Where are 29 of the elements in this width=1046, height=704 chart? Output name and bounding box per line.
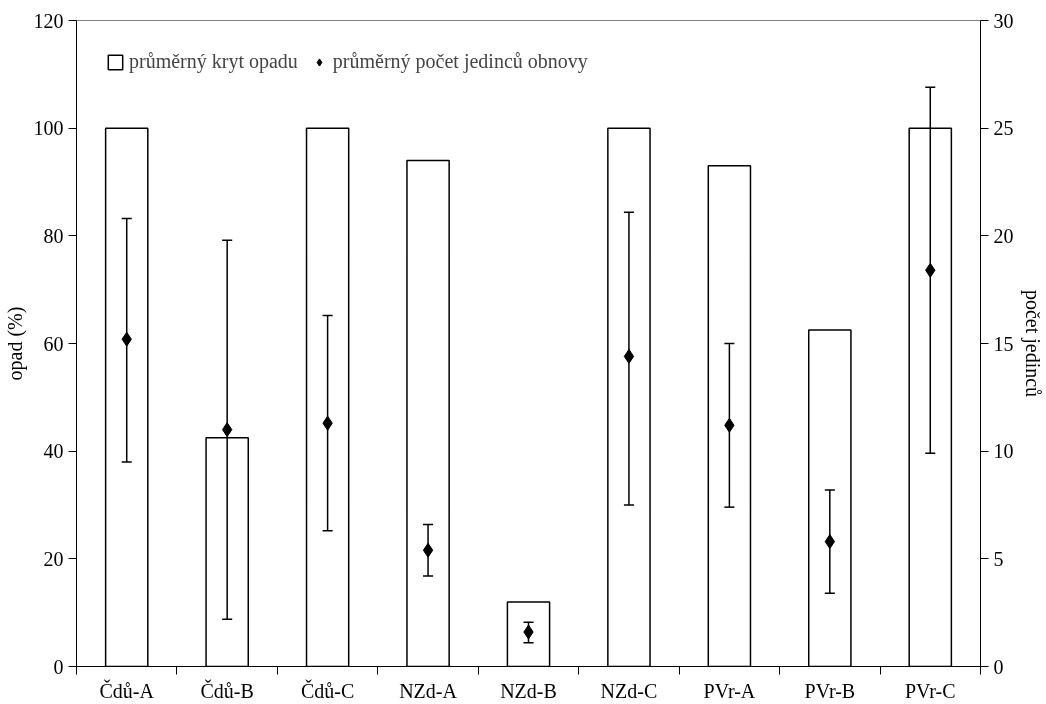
point (422, 542, 434, 558)
x-tick-label: NZd-A (399, 679, 458, 702)
y2-tick-label: 25 (993, 117, 1014, 140)
y2-tick-label: 20 (993, 224, 1014, 247)
y2-tick-label: 5 (993, 547, 1004, 570)
x-tick-label: PVr-A (703, 679, 756, 702)
y-tick-label: 40 (43, 440, 64, 463)
x-tick-label: Čdů-C (300, 678, 355, 702)
legend-label: průměrný počet jedinců obnovy (332, 50, 588, 73)
y-tick-label: 60 (43, 332, 64, 355)
x-tick-label: PVr-B (804, 679, 856, 702)
x-tick-label: PVr-C (904, 679, 956, 702)
y-tick-label: 80 (43, 224, 64, 247)
x-tick-label: Čdů-A (99, 678, 155, 702)
y-tick-label: 120 (33, 9, 64, 32)
y2-tick-label: 0 (993, 655, 1004, 678)
y-tick-label: 0 (53, 655, 64, 678)
x-tick-label: NZd-B (500, 679, 557, 702)
x-tick-label: NZd-C (600, 679, 658, 702)
legend-label: průměrný kryt opadu (129, 50, 298, 73)
y2-tick-label: 15 (993, 332, 1014, 355)
y2-tick-label: 30 (993, 9, 1014, 32)
y2-axis-title: počet jedinců (1020, 289, 1044, 398)
y-tick-label: 20 (43, 547, 64, 570)
y2-tick-label: 10 (993, 440, 1014, 463)
point (623, 348, 635, 364)
y-tick-label: 100 (33, 117, 64, 140)
y-axis-title: opad (%) (3, 306, 27, 381)
x-tick-label: Čdů-B (200, 678, 254, 702)
